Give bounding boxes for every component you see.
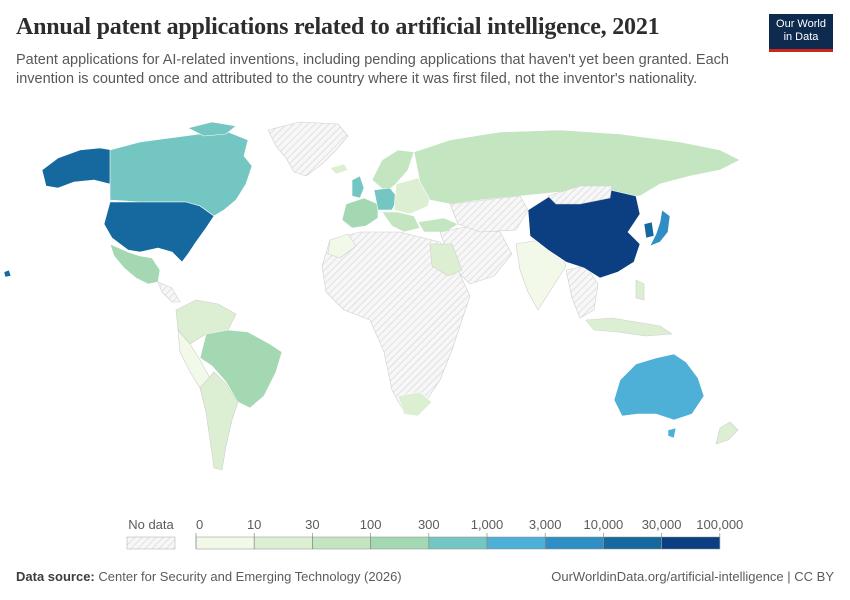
legend-bin-7 xyxy=(603,536,662,550)
legend-bin-6 xyxy=(544,536,604,550)
source-text: Center for Security and Emerging Technol… xyxy=(98,569,402,584)
logo-line-1: Our World xyxy=(776,18,826,30)
region-iceland[interactable] xyxy=(329,163,349,175)
region-turkey[interactable] xyxy=(417,217,459,233)
region-canada[interactable] xyxy=(109,131,253,217)
region-morocco[interactable] xyxy=(327,233,357,259)
legend-bin-2 xyxy=(312,536,371,550)
legend-tick-label: 10 xyxy=(247,517,261,532)
footer: Data source: Center for Security and Eme… xyxy=(16,569,834,584)
legend-tick-label: 100 xyxy=(360,517,382,532)
region-central-asia[interactable] xyxy=(449,195,529,233)
region-philippines[interactable] xyxy=(635,279,645,301)
legend-tick-label: 10,000 xyxy=(584,517,624,532)
region-mongolia[interactable] xyxy=(547,185,613,205)
legend-tick-label: 3,000 xyxy=(529,517,562,532)
region-japan[interactable] xyxy=(649,209,671,247)
region-indonesia[interactable] xyxy=(585,317,673,337)
region-southern-cone[interactable] xyxy=(199,371,239,471)
legend-bin-4 xyxy=(428,536,488,550)
chart-title: Annual patent applications related to ar… xyxy=(16,14,660,40)
chart-subtitle: Patent applications for AI-related inven… xyxy=(16,52,729,87)
legend-tick-label: 1,000 xyxy=(471,517,504,532)
region-alaska[interactable] xyxy=(41,147,113,189)
legend-tick-label: 100,000 xyxy=(696,517,743,532)
legend-tick-label: 300 xyxy=(418,517,440,532)
legend-bin-5 xyxy=(486,536,546,550)
region-south-korea[interactable] xyxy=(643,221,655,239)
legend-bins xyxy=(195,536,721,550)
region-southern-europe[interactable] xyxy=(381,211,421,233)
source-label: Data source: xyxy=(16,569,95,584)
region-australia[interactable] xyxy=(613,353,705,421)
source-url[interactable]: OurWorldinData.org/artificial-intelligen… xyxy=(551,569,834,584)
legend-bin-1 xyxy=(253,536,313,550)
region-united-kingdom[interactable] xyxy=(351,175,365,199)
legend-no-data-label: No data xyxy=(128,517,174,532)
region-hawaii[interactable] xyxy=(3,269,12,278)
legend-bin-8 xyxy=(661,536,721,550)
legend-no-data-swatch xyxy=(126,536,176,550)
legend-bin-0 xyxy=(195,536,255,550)
owid-logo[interactable]: Our World in Data xyxy=(769,14,833,52)
region-new-zealand[interactable] xyxy=(715,421,739,445)
region-africa[interactable] xyxy=(321,231,471,413)
region-canada-islands[interactable] xyxy=(187,121,237,137)
region-central-america[interactable] xyxy=(157,281,181,303)
world-map[interactable] xyxy=(0,110,850,510)
logo-line-2: in Data xyxy=(783,31,819,43)
region-greenland[interactable] xyxy=(267,121,349,177)
legend-tick-label: 30 xyxy=(305,517,319,532)
legend-tick-label: 30,000 xyxy=(642,517,682,532)
legend-tick-label: 0 xyxy=(196,517,203,532)
legend-ticks: 0 10 30 100 300 1,000 3,000 10,000 30,000 100,000 xyxy=(195,517,743,549)
region-united-states[interactable] xyxy=(103,201,215,263)
region-tasmania[interactable] xyxy=(667,427,677,439)
region-egypt[interactable] xyxy=(429,243,463,277)
region-south-africa[interactable] xyxy=(397,391,433,417)
legend-bin-3 xyxy=(370,536,430,550)
region-western-europe[interactable] xyxy=(341,197,379,229)
region-brazil[interactable] xyxy=(199,329,283,409)
